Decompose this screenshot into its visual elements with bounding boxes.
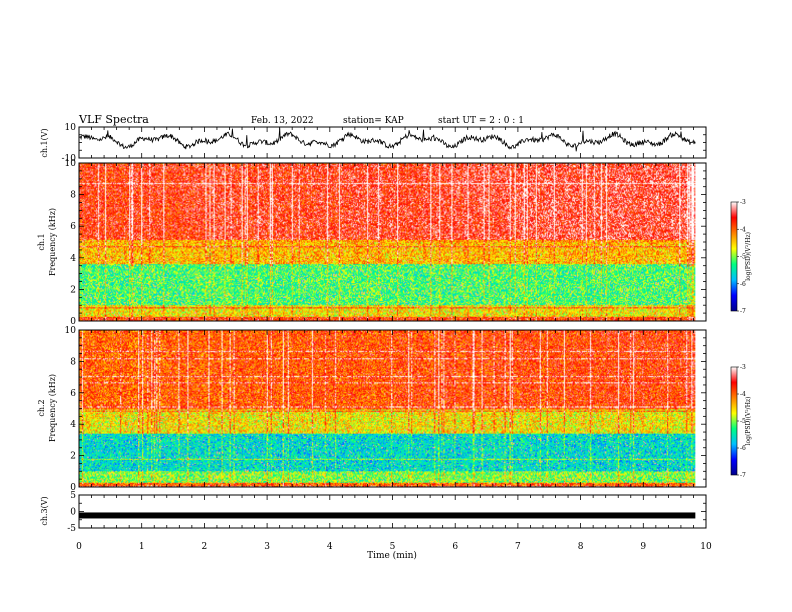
ch3-panel: 5 0 -5 ch.3(V)	[40, 491, 707, 534]
ch2-spectrogram-yticks: 0 2 4 6 8 10	[65, 326, 706, 493]
y-tick-label: 0	[70, 483, 76, 493]
colorbar-tick-label: -7	[740, 472, 746, 479]
station-label: station= KAP	[343, 116, 404, 126]
y-tick-label: 5	[70, 491, 76, 501]
x-tick-label: 7	[515, 542, 521, 552]
ch1-colorbar: -3 -4 -5 -6 -7 log(PSD)(V²/Hz)	[730, 199, 752, 315]
y-tick-label: 0	[70, 317, 76, 327]
y-tick-label: 10	[65, 159, 77, 169]
time-axis-label: Time (min)	[367, 550, 417, 561]
colorbar-tick-label: -3	[740, 364, 746, 371]
y-tick-label: 10	[65, 123, 77, 133]
colorbar-tick-label: -4	[740, 226, 746, 233]
y-tick-label: 8	[70, 191, 76, 201]
ch1-spectrogram-yticks: 0 2 4 6 8 10	[65, 159, 706, 327]
ch2-colorbar: -3 -4 -5 -6 -7 log(PSD)(V²/Hz)	[730, 364, 752, 479]
colorbar-tick-label: -5	[740, 418, 746, 425]
y-tick-label: 2	[70, 285, 76, 295]
figure-title: VLF Spectra	[78, 113, 149, 126]
x-tick-label: 9	[640, 542, 646, 552]
ch2-spectrogram-image	[79, 330, 696, 487]
y-tick-label: 4	[70, 254, 76, 264]
x-tick-label: 6	[452, 542, 458, 552]
colorbar-label: log(PSD)(V²/Hz)	[745, 232, 752, 281]
ch1-spectrogram-panel: 0 2 4 6 8 10 ch.1 Frequency (kHz)	[37, 159, 707, 327]
x-tick-label: 8	[578, 542, 584, 552]
colorbar-tick-label: -3	[740, 199, 746, 206]
y-tick-label: 2	[70, 452, 76, 462]
colorbar-scale	[730, 366, 738, 476]
colorbar-tick-label: -6	[740, 445, 746, 452]
ch1-signal-line	[78, 127, 696, 152]
ch1-waveform-panel: 10 -10 ch.1(V)	[40, 123, 707, 164]
ch3-ylabel: ch.3(V)	[40, 496, 49, 525]
y-tick-label: 10	[65, 326, 77, 336]
x-tick-label: 2	[202, 542, 208, 552]
x-tick-label: 0	[76, 542, 82, 552]
ch3-signal-line	[79, 512, 696, 519]
y-tick-label: 8	[70, 357, 76, 367]
ch1-yticks: 10 -10	[62, 123, 706, 164]
y-tick-label: 4	[70, 420, 76, 430]
x-tick-label: 10	[700, 542, 712, 552]
y-tick-label: -10	[62, 154, 77, 164]
ch1-spectrogram-ylabel-channel: ch.1	[37, 233, 46, 250]
ch1-spectrogram-image	[79, 163, 696, 321]
y-tick-label: 0	[70, 508, 76, 518]
date-label: Feb. 13, 2022	[251, 116, 314, 126]
colorbar-tick-label: -4	[740, 391, 746, 398]
y-tick-label: -5	[67, 524, 76, 534]
ch1-spectrogram-ylabel-frequency: Frequency (kHz)	[48, 208, 57, 276]
ch1-ylabel: ch.1(V)	[40, 128, 49, 157]
colorbar-scale	[730, 201, 738, 312]
y-tick-label: 6	[70, 389, 76, 399]
start-time-label: start UT = 2 : 0 : 1	[438, 116, 524, 126]
x-tick-label: 3	[264, 542, 270, 552]
ch2-spectrogram-panel: 0 2 4 6 8 10 ch.2 Frequency (kHz)	[37, 326, 707, 493]
colorbar-tick-label: -6	[740, 281, 746, 288]
ch2-spectrogram-ylabel-frequency: Frequency (kHz)	[48, 374, 57, 442]
time-axis-ticks: 0 1 2 3 4 5 6 7 8 9 10	[76, 127, 712, 552]
x-tick-label: 4	[327, 542, 333, 552]
colorbar-label: log(PSD)(V²/Hz)	[745, 397, 752, 446]
x-tick-label: 1	[139, 542, 145, 552]
colorbar-tick-label: -7	[740, 308, 746, 315]
x-tick-label: 5	[390, 542, 396, 552]
ch2-spectrogram-ylabel-channel: ch.2	[37, 399, 46, 416]
ch3-yticks: 5 0 -5	[67, 491, 706, 534]
colorbar-tick-label: -5	[740, 254, 746, 261]
y-tick-label: 6	[70, 222, 76, 232]
